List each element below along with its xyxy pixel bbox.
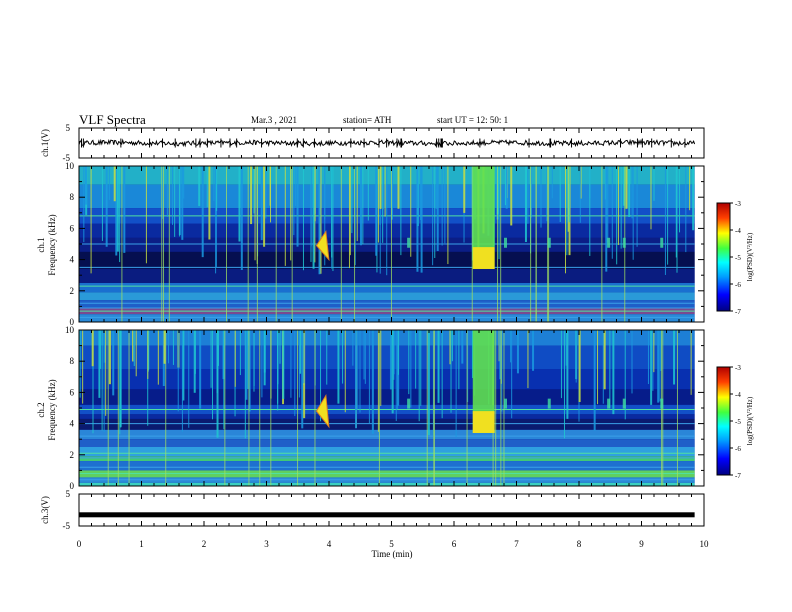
x-tick-label: 10 — [700, 539, 710, 549]
colorbar-tick-label: -4 — [735, 391, 741, 399]
colorbar-gradient — [716, 366, 731, 476]
ch3-voltage-panel — [78, 493, 705, 527]
y-tick-label: -5 — [63, 153, 71, 163]
y-tick-label: 5 — [66, 123, 71, 133]
colorbar-tick-label: -6 — [735, 445, 741, 453]
x-tick-label: 5 — [389, 539, 394, 549]
colorbar-tick-label: -3 — [735, 200, 741, 208]
y-tick-label: 0 — [70, 481, 75, 491]
x-tick-label: 6 — [452, 539, 457, 549]
x-tick-label: 4 — [327, 539, 332, 549]
colorbar-tick-label: -3 — [735, 364, 741, 372]
y-tick-label: 0 — [70, 317, 75, 327]
x-tick-label: 7 — [514, 539, 519, 549]
ch3-voltage-trace — [79, 512, 695, 518]
x-tick-label: 2 — [202, 539, 207, 549]
colorbar-tick-label: -7 — [735, 308, 741, 316]
y-tick-label: 8 — [70, 192, 75, 202]
start-time-label: start UT = 12: 50: 1 — [437, 115, 509, 125]
colorbar-tick-label: -4 — [735, 227, 741, 235]
y-tick-label: 8 — [70, 356, 75, 366]
ch2-channel-label: ch.2 — [36, 402, 46, 417]
colorbar-tick-label: -5 — [735, 418, 741, 426]
x-tick-label: 3 — [264, 539, 269, 549]
broadband-emission — [472, 166, 495, 269]
y-tick-label: 4 — [70, 419, 75, 429]
y-tick-label: 6 — [70, 223, 75, 233]
colorbar-tick-label: -6 — [735, 281, 741, 289]
ch2-frequency-ylabel: Frequency (kHz) — [47, 379, 57, 440]
colorbar-label: log(PSD)(V²/Hz) — [746, 232, 754, 281]
ch1-spectrogram-panel — [78, 165, 705, 323]
emission-burst — [315, 393, 330, 429]
ch1-voltage-panel — [78, 127, 705, 159]
y-tick-label: 2 — [70, 450, 75, 460]
ch2-spectrogram-panel — [78, 329, 705, 487]
x-axis-label: Time (min) — [372, 549, 413, 559]
y-tick-label: 6 — [70, 387, 75, 397]
date-label: Mar.3 , 2021 — [251, 115, 297, 125]
colorbar-tick-label: -5 — [735, 254, 741, 262]
colorbar-ch2: -3 -4 -5 -6 -7 log(PSD)(V²/Hz) — [716, 364, 754, 480]
x-tick-label: 9 — [639, 539, 644, 549]
x-tick-label: 8 — [577, 539, 582, 549]
y-tick-label: 4 — [70, 255, 75, 265]
broadband-emission — [472, 330, 495, 433]
y-tick-label: -5 — [63, 521, 71, 531]
y-tick-label: 10 — [65, 161, 75, 171]
x-tick-label: 0 — [77, 539, 82, 549]
ch3-voltage-ylabel: ch.3(V) — [40, 496, 50, 524]
colorbar-ch1: -3 -4 -5 -6 -7 log(PSD)(V²/Hz) — [716, 200, 754, 316]
ch1-voltage-ylabel: ch.1(V) — [40, 129, 50, 157]
ch1-channel-label: ch.1 — [36, 237, 46, 252]
y-tick-label: 5 — [66, 489, 71, 499]
colorbar-label: log(PSD)(V²/Hz) — [746, 396, 754, 445]
station-label: station= ATH — [343, 115, 392, 125]
emission-burst — [315, 230, 330, 262]
chart-title: VLF Spectra — [79, 112, 146, 127]
colorbar-gradient — [716, 202, 731, 312]
y-tick-label: 10 — [65, 325, 75, 335]
y-tick-label: 2 — [70, 286, 75, 296]
colorbar-tick-label: -7 — [735, 472, 741, 480]
ch1-frequency-ylabel: Frequency (kHz) — [47, 214, 57, 275]
x-tick-label: 1 — [139, 539, 144, 549]
